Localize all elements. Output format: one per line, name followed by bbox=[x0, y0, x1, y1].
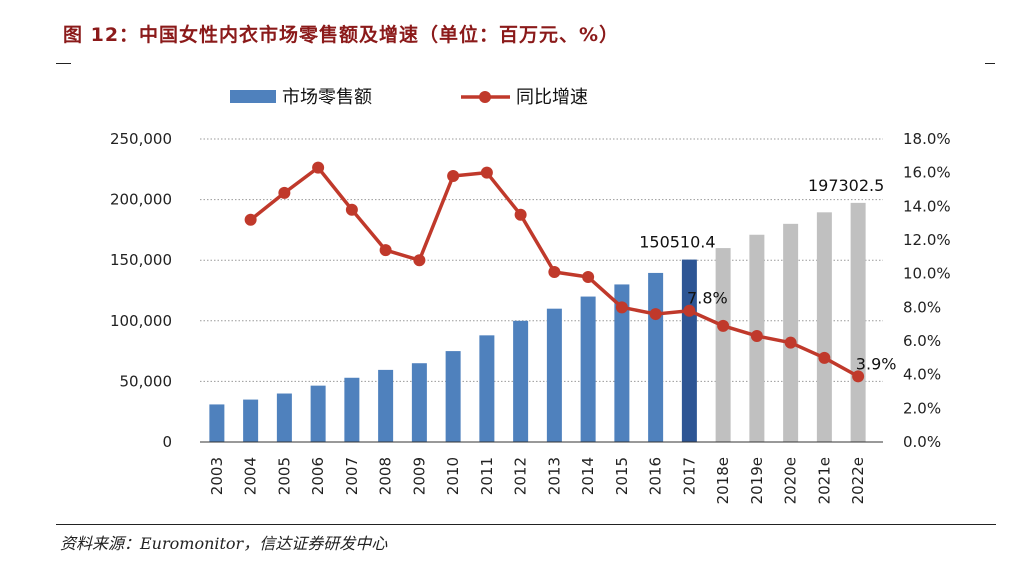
x-tick-label: 2007 bbox=[343, 457, 361, 495]
left-axis: 0 50,000 100,000 150,000 200,000 250,000 bbox=[110, 130, 172, 451]
right-tick-label: 6.0% bbox=[903, 332, 941, 350]
x-tick-label: 2008 bbox=[377, 457, 395, 495]
right-tick-label: 0.0% bbox=[903, 433, 941, 451]
top-rule-left bbox=[56, 63, 71, 64]
line-point bbox=[818, 351, 831, 364]
x-tick-label: 2013 bbox=[545, 457, 563, 495]
line-point bbox=[683, 304, 696, 317]
bar-data-label: 150510.4 bbox=[639, 233, 715, 252]
bar bbox=[816, 212, 832, 442]
bar-data-label: 197302.5 bbox=[808, 176, 884, 195]
top-rule-right bbox=[985, 63, 995, 64]
left-tick-label: 250,000 bbox=[110, 130, 172, 148]
right-tick-label: 12.0% bbox=[903, 231, 951, 249]
left-tick-label: 50,000 bbox=[120, 372, 173, 390]
bar-series bbox=[209, 202, 866, 442]
x-tick-label: 2016 bbox=[647, 457, 665, 495]
bar bbox=[850, 202, 866, 442]
line-point bbox=[379, 244, 392, 257]
x-tick-label: 2010 bbox=[444, 457, 462, 495]
legend-marker-line bbox=[479, 91, 491, 103]
legend: 市场零售额 同比增速 bbox=[230, 87, 588, 108]
line-point bbox=[413, 254, 426, 267]
right-tick-label: 8.0% bbox=[903, 298, 941, 316]
right-tick-label: 18.0% bbox=[903, 130, 951, 148]
line-point bbox=[615, 301, 628, 314]
x-tick-label: 2003 bbox=[208, 457, 226, 495]
line-point bbox=[649, 308, 662, 321]
bar bbox=[445, 351, 461, 442]
bar bbox=[715, 248, 731, 442]
source-note: 资料来源：Euromonitor，信达证券研发中心 bbox=[60, 534, 388, 553]
left-tick-label: 150,000 bbox=[110, 251, 172, 269]
x-tick-label: 2020e bbox=[782, 457, 800, 504]
line-point bbox=[784, 336, 797, 349]
legend-label-bar: 市场零售额 bbox=[282, 87, 372, 108]
line-data-label: 7.8% bbox=[687, 289, 728, 308]
line-point bbox=[244, 213, 257, 226]
line-point bbox=[480, 166, 493, 179]
right-tick-label: 4.0% bbox=[903, 366, 941, 384]
legend-swatch-bar bbox=[230, 90, 276, 103]
line-point bbox=[312, 161, 325, 174]
x-tick-label: 2012 bbox=[512, 457, 530, 495]
x-tick-label: 2004 bbox=[242, 457, 260, 495]
bar bbox=[479, 335, 495, 442]
bar bbox=[411, 363, 427, 442]
x-tick-label: 2014 bbox=[579, 457, 597, 495]
line-point bbox=[548, 265, 561, 278]
left-tick-label: 0 bbox=[162, 433, 172, 451]
bar bbox=[378, 369, 394, 442]
legend-label-line: 同比增速 bbox=[516, 87, 588, 108]
bar bbox=[276, 393, 292, 442]
right-tick-label: 10.0% bbox=[903, 265, 951, 283]
figure-title: 图 12：中国女性内衣市场零售额及增速（单位：百万元、%） bbox=[63, 24, 620, 46]
right-axis: 0.0% 2.0% 4.0% 6.0% 8.0% 10.0% 12.0% 14.0% 16.0%… bbox=[903, 130, 951, 451]
bottom-rule bbox=[56, 524, 996, 525]
line-point bbox=[750, 329, 763, 342]
x-tick-label: 2015 bbox=[613, 457, 631, 495]
line-point bbox=[582, 271, 595, 284]
x-tick-label: 2021e bbox=[815, 457, 833, 504]
bar bbox=[614, 284, 630, 442]
bar bbox=[209, 404, 225, 442]
x-tick-label: 2017 bbox=[680, 457, 698, 495]
bar bbox=[681, 259, 697, 442]
right-tick-label: 16.0% bbox=[903, 164, 951, 182]
right-tick-label: 14.0% bbox=[903, 197, 951, 215]
line-point bbox=[278, 186, 291, 199]
x-tick-label: 2019e bbox=[748, 457, 766, 504]
data-labels: 150510.4 197302.5 7.8% 3.9% bbox=[639, 176, 896, 373]
line-point bbox=[717, 319, 730, 332]
x-tick-label: 2022e bbox=[849, 457, 867, 504]
line-point bbox=[514, 208, 527, 221]
line-point bbox=[852, 370, 865, 383]
bar bbox=[243, 399, 259, 442]
x-tick-label: 2005 bbox=[275, 457, 293, 495]
x-tick-label: 2018e bbox=[714, 457, 732, 504]
gridlines bbox=[200, 138, 883, 382]
bar bbox=[580, 296, 596, 442]
bar bbox=[344, 377, 360, 442]
line-point bbox=[447, 170, 460, 183]
x-tick-label: 2009 bbox=[410, 457, 428, 495]
line-series bbox=[244, 161, 865, 383]
bar bbox=[546, 308, 562, 442]
line-point bbox=[345, 203, 358, 216]
bar bbox=[513, 320, 529, 442]
x-tick-label: 2006 bbox=[309, 457, 327, 495]
left-tick-label: 100,000 bbox=[110, 312, 172, 330]
right-tick-label: 2.0% bbox=[903, 399, 941, 417]
bar bbox=[310, 385, 326, 442]
bar bbox=[648, 272, 664, 442]
line-data-label: 3.9% bbox=[856, 354, 897, 373]
left-tick-label: 200,000 bbox=[110, 191, 172, 209]
x-axis: 2003 2004 2005 2006 2007 2008 2009 2010 2011 2012… bbox=[200, 441, 883, 504]
x-tick-label: 2011 bbox=[478, 457, 496, 495]
bar bbox=[783, 223, 799, 442]
